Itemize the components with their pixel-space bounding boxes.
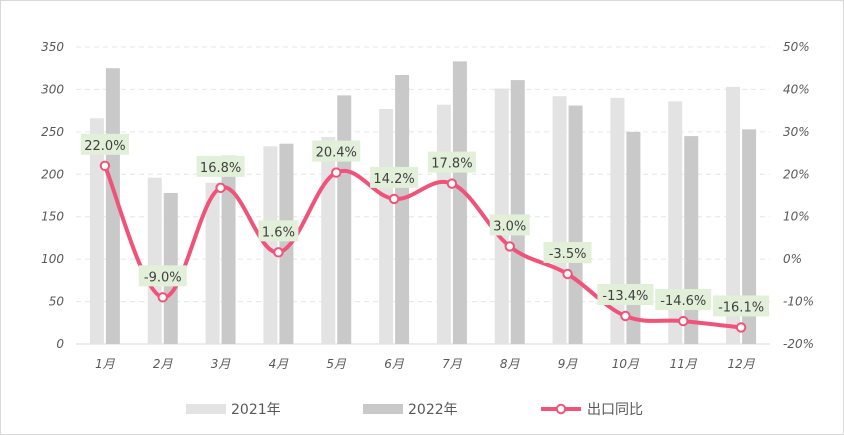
bar-2021 (379, 108, 394, 345)
x-axis-tick: 2月 (153, 357, 174, 371)
data-label-box (80, 133, 129, 155)
data-label: -14.6% (660, 294, 706, 309)
x-axis-tick: 3月 (211, 357, 232, 371)
right-axis: -20% -10% 0% 10% 20% 30% 40% 50% (783, 40, 814, 351)
yoy-point (735, 322, 747, 333)
legend-swatch-2021 (186, 404, 226, 414)
data-labels-group: 22.0% -9.0% 16.8% 1.6% 20.4% 14.2% 17.8% 3.0% -3… (80, 133, 770, 317)
data-label: 20.4% (316, 146, 357, 161)
data-label-box (312, 140, 361, 162)
bar-2022 (510, 80, 525, 344)
data-label-box (196, 155, 245, 177)
bar-2022 (221, 155, 236, 344)
right-axis-tick: 30% (783, 125, 810, 139)
data-label: 1.6% (262, 225, 295, 240)
bar-2022 (279, 143, 294, 344)
left-axis-tick: 150 (41, 210, 64, 224)
x-axis: 1月 2月 3月 4月 5月 6月 7月 8月 9月 10月 11月 12月 (95, 357, 756, 371)
right-axis-tick: 10% (783, 210, 810, 224)
data-label: 16.8% (200, 161, 241, 176)
yoy-point (446, 178, 458, 189)
left-axis-tick: 350 (41, 40, 64, 54)
x-axis-tick: 8月 (500, 357, 521, 371)
legend-label-2021: 2021年 (231, 402, 281, 418)
x-axis-tick: 1月 (95, 357, 116, 371)
bar-2021 (321, 136, 336, 344)
yoy-point (215, 182, 226, 194)
bar-2021 (205, 182, 220, 344)
data-label-box (597, 283, 654, 305)
bar-2021 (610, 97, 625, 345)
bar-2022 (742, 129, 757, 344)
left-axis-tick: 50 (49, 295, 65, 309)
right-axis-tick: 50% (783, 40, 810, 54)
right-axis-tick: 20% (783, 167, 810, 181)
yoy-point (99, 160, 111, 172)
data-label: 14.2% (373, 172, 414, 187)
data-label: -16.1% (718, 300, 764, 315)
legend-marker-yoy (555, 403, 567, 415)
yoy-point (620, 310, 631, 322)
bar-2022 (395, 75, 410, 344)
x-axis-tick: 4月 (269, 357, 290, 371)
legend-swatch-2022 (363, 404, 403, 414)
yoy-point (388, 193, 400, 205)
data-label-box (655, 289, 712, 311)
yoy-point (273, 247, 284, 258)
bar-2021 (436, 104, 451, 345)
left-axis-tick: 250 (41, 125, 64, 139)
x-axis-tick: 10月 (612, 357, 640, 371)
bar-2021 (726, 86, 741, 344)
data-label: -3.5% (549, 247, 587, 262)
x-axis-tick: 5月 (326, 357, 347, 371)
x-axis-tick: 12月 (727, 357, 755, 371)
data-label-box (543, 241, 592, 263)
x-axis-tick: 9月 (558, 357, 579, 371)
left-axis-tick: 0 (56, 337, 64, 351)
data-label: 22.0% (84, 139, 125, 154)
gridlines (76, 46, 770, 345)
bar-2021 (668, 101, 683, 345)
left-axis-tick: 200 (41, 167, 64, 181)
data-label-box (138, 265, 187, 287)
data-label: 17.8% (431, 157, 472, 172)
data-label: -13.4% (602, 289, 648, 304)
bar-2021 (147, 177, 162, 344)
x-axis-tick: 6月 (384, 357, 405, 371)
data-label-box (370, 166, 419, 188)
yoy-point (562, 268, 573, 280)
right-axis-tick: 40% (783, 82, 810, 96)
data-label: -9.0% (144, 270, 182, 285)
bar-2022 (337, 95, 352, 345)
left-axis-tick: 100 (41, 252, 64, 266)
bar-2022 (452, 61, 467, 344)
x-axis-tick: 7月 (442, 357, 463, 371)
x-axis-tick: 11月 (670, 357, 698, 371)
legend-label-2022: 2022年 (408, 402, 458, 418)
right-axis-tick: 0% (783, 252, 802, 266)
data-label-box (713, 295, 770, 317)
bar-2021 (552, 96, 567, 345)
yoy-point (678, 315, 689, 327)
yoy-point (331, 167, 342, 178)
right-axis-tick: -20% (783, 337, 814, 351)
bar-2022 (684, 136, 699, 344)
yoy-point (157, 292, 168, 303)
yoy-point (504, 241, 515, 252)
bar-2021 (89, 118, 104, 344)
data-label-box (489, 214, 530, 236)
bar-2022 (568, 105, 583, 345)
data-label-box (427, 151, 476, 173)
legend: 2021年 2022年 出口同比 (186, 402, 643, 418)
line-series-group (99, 160, 747, 333)
left-axis: 0 50 100 150 200 250 300 350 (41, 40, 64, 351)
legend-label-yoy: 出口同比 (587, 402, 643, 418)
left-axis-tick: 300 (41, 82, 64, 96)
bar-2021 (263, 146, 278, 344)
data-label-box (258, 220, 299, 242)
right-axis-tick: -10% (783, 295, 814, 309)
data-label: 3.0% (493, 219, 526, 234)
